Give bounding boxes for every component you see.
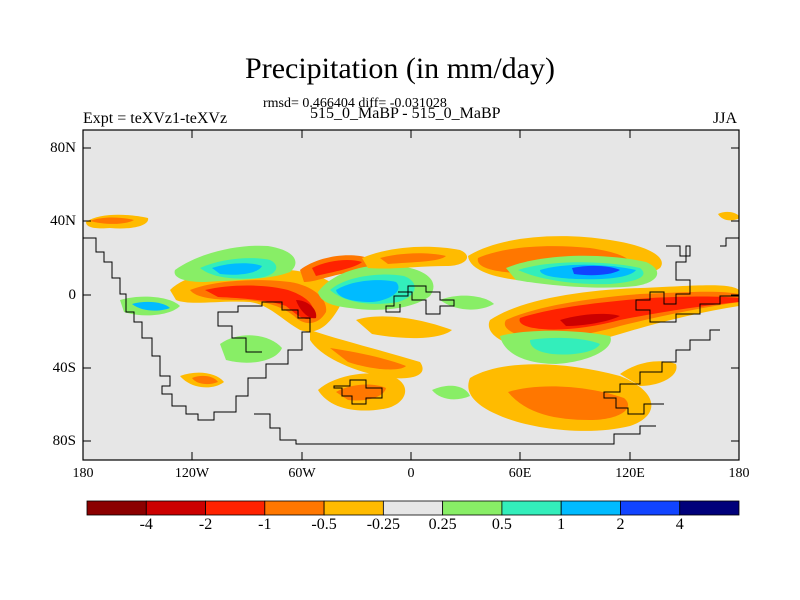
anomaly-region	[560, 313, 620, 326]
lat-label-80s: 80S	[52, 433, 76, 449]
anomaly-region	[432, 385, 470, 400]
anomaly-region	[132, 301, 170, 311]
anomaly-region	[220, 335, 282, 363]
anomaly-region	[336, 384, 386, 401]
lat-label-eq: 0	[68, 287, 77, 303]
colorbar-swatch	[323, 500, 384, 516]
colorbar	[86, 500, 740, 516]
experiment-label: Expt = teXVz1-teXVz	[83, 110, 228, 127]
anomaly-region	[312, 260, 362, 276]
lon-label-120w: 120W	[174, 466, 210, 481]
colorbar-level-label: -0.5	[311, 516, 337, 533]
anomaly-region	[192, 375, 218, 385]
colorbar-swatch	[620, 500, 681, 516]
lon-label-60e: 60E	[508, 466, 532, 481]
colorbar-level-label: 0.5	[491, 516, 512, 533]
coastline-antarctic	[254, 413, 656, 445]
anomaly-region	[356, 316, 452, 339]
case-label: 515_0_MaBP - 515_0_MaBP	[310, 105, 501, 122]
colorbar-level-label: 4	[675, 516, 684, 533]
anomaly-region	[380, 253, 446, 264]
coastline-australia	[603, 329, 720, 415]
colorbar-level-label: -2	[198, 516, 213, 533]
colorbar-swatch	[205, 500, 266, 516]
plot-title: Precipitation (in mm/day)	[245, 52, 555, 85]
anomaly-region	[90, 217, 134, 224]
colorbar-level-label: -4	[139, 516, 153, 533]
colorbar-swatch	[560, 500, 621, 516]
colorbar-swatch	[86, 500, 147, 516]
season-label: JJA	[713, 110, 738, 127]
lon-ticks	[191, 130, 631, 460]
colorbar-level-label: 2	[616, 516, 625, 533]
colorbar-swatch	[264, 500, 325, 516]
lon-label-120e: 120E	[615, 466, 645, 481]
lat-label-40s: 40S	[52, 360, 76, 376]
colorbar-swatch	[145, 500, 206, 516]
lon-label-0: 0	[407, 466, 415, 481]
lon-label-180e: 180	[728, 466, 750, 481]
colorbar-level-label: -0.25	[366, 516, 401, 533]
coastline-south-atlantic-island	[333, 379, 383, 405]
lon-label-180w: 180	[72, 466, 94, 481]
coastline-east	[720, 237, 739, 247]
lat-label-80n: 80N	[50, 140, 76, 156]
anomaly-region	[212, 263, 262, 275]
anomaly-region	[530, 337, 600, 355]
anomaly-region	[572, 265, 620, 276]
colorbar-swatch	[382, 500, 444, 516]
colorbar-swatch	[501, 500, 562, 516]
anomaly-region	[718, 211, 739, 221]
precip-anomaly-fields	[86, 211, 739, 431]
anomaly-region	[330, 348, 406, 370]
anomaly-region	[205, 285, 314, 320]
colorbar-level-label: -1	[258, 516, 272, 533]
coastline-americas	[83, 237, 311, 421]
anomaly-region	[336, 280, 399, 302]
coastline-africa	[385, 285, 455, 315]
rmsd-diff-stats: rmsd= 0.466404 diff= -0.031028	[263, 96, 447, 111]
anomaly-region	[508, 386, 629, 420]
lon-label-60w: 60W	[288, 466, 316, 481]
anomaly-region	[296, 300, 317, 319]
lat-label-40n: 40N	[50, 213, 76, 229]
colorbar-swatch	[442, 500, 503, 516]
colorbar-level-label: 0.25	[428, 516, 457, 533]
colorbar-level-label: 1	[557, 516, 566, 533]
lat-ticks	[83, 147, 739, 442]
colorbar-swatch	[679, 500, 740, 516]
coastline-asia-pacific	[635, 245, 739, 323]
coastlines	[83, 237, 739, 445]
